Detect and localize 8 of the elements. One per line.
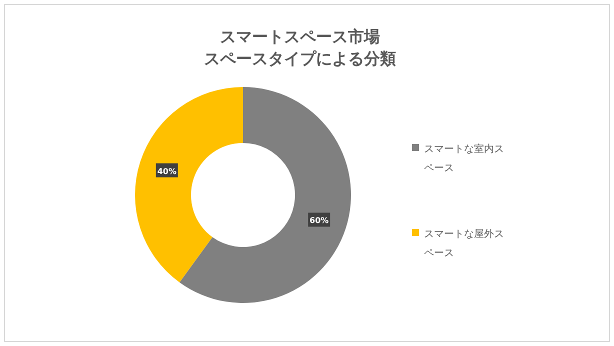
donut-slice bbox=[180, 87, 351, 303]
chart-subtitle: スペースタイプによる分類 bbox=[204, 49, 396, 68]
legend-label: スマートな室内スペース bbox=[424, 143, 504, 174]
chart-title: スマートスペース市場 bbox=[220, 27, 380, 46]
donut-slice bbox=[135, 87, 243, 282]
legend-label: スマートな屋外スペース bbox=[424, 229, 504, 259]
data-label: 40% bbox=[157, 166, 176, 176]
data-label: 60% bbox=[310, 216, 329, 226]
